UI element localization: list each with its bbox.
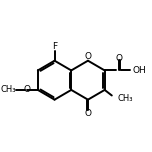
Text: F: F [52, 41, 57, 51]
Text: O: O [24, 85, 31, 94]
Text: O: O [85, 52, 92, 61]
Text: O: O [85, 109, 92, 118]
Text: CH₃: CH₃ [117, 94, 133, 103]
Text: OH: OH [133, 66, 146, 75]
Text: CH₃: CH₃ [0, 85, 16, 94]
Text: O: O [115, 54, 122, 63]
